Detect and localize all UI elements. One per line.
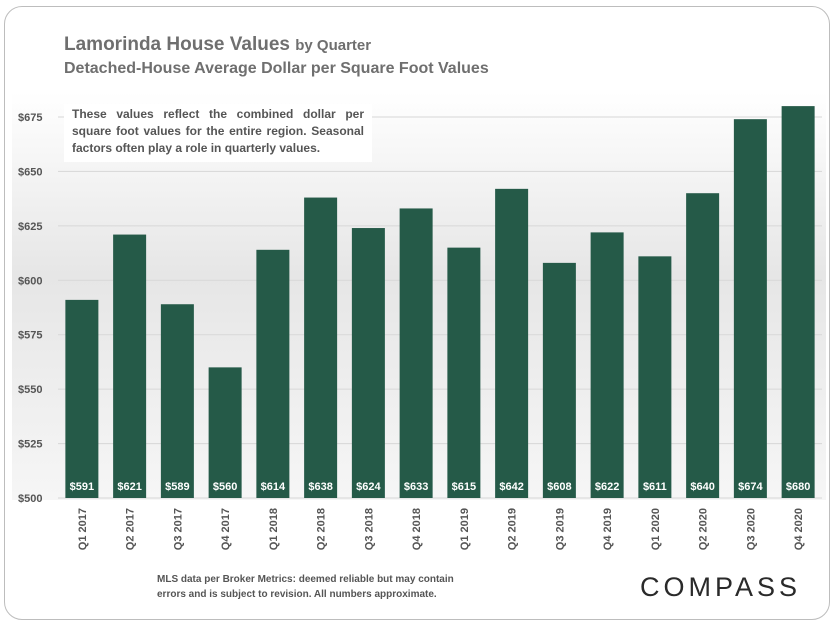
bar — [447, 247, 481, 498]
bars — [65, 106, 815, 499]
y-axis: $500 $525 $550 $575 $600 $625 $650 $675 — [18, 112, 42, 505]
y-tick-label: $600 — [18, 275, 42, 287]
bar-value-label: $622 — [595, 481, 619, 493]
title-main: Lamorinda House Values — [64, 34, 290, 55]
y-tick-label: $650 — [18, 166, 42, 178]
x-tick-label: Q4 2018 — [411, 508, 423, 550]
y-tick-label: $625 — [18, 221, 42, 233]
x-tick-label: Q1 2017 — [77, 508, 89, 550]
footnote-line-1: MLS data per Broker Metrics: deemed reli… — [157, 574, 454, 585]
bar — [208, 367, 242, 498]
compass-logo: COMPASS — [640, 572, 802, 602]
bar — [160, 304, 194, 498]
x-tick-label: Q3 2019 — [554, 508, 566, 550]
bar — [733, 119, 767, 499]
source-footnote: MLS data per Broker Metrics: deemed reli… — [157, 572, 454, 602]
bar — [351, 228, 385, 498]
bar-value-label: $642 — [499, 481, 523, 493]
chart-title: Lamorinda House Values by Quarter — [64, 34, 371, 56]
x-tick-label: Q4 2017 — [220, 508, 232, 550]
x-tick-label: Q2 2018 — [316, 508, 328, 550]
bar — [495, 188, 529, 499]
bar-value-label: $624 — [356, 481, 381, 493]
bar-value-label: $560 — [213, 481, 237, 493]
bar-value-label: $640 — [690, 481, 714, 493]
x-tick-label: Q4 2019 — [602, 508, 614, 550]
x-tick-label: Q3 2020 — [745, 508, 757, 550]
bar-value-label: $611 — [643, 481, 667, 493]
x-axis: Q1 2017 Q2 2017 Q3 2017 Q4 2017 Q1 2018 Q2 20… — [77, 508, 805, 550]
bar — [590, 232, 624, 499]
y-tick-label: $500 — [18, 493, 42, 505]
bar — [542, 262, 576, 498]
bar-value-label: $680 — [786, 481, 810, 493]
y-tick-label: $575 — [18, 330, 42, 342]
bar-value-label: $621 — [117, 481, 141, 493]
x-tick-label: Q4 2020 — [793, 508, 805, 550]
x-tick-label: Q2 2019 — [507, 508, 519, 550]
bar-value-label: $591 — [70, 481, 94, 493]
bar-value-label: $615 — [452, 481, 476, 493]
x-tick-label: Q1 2020 — [650, 508, 662, 550]
bar-value-label: $589 — [165, 481, 189, 493]
x-tick-label: Q2 2017 — [125, 508, 137, 550]
bar — [399, 208, 433, 498]
x-tick-label: Q2 2020 — [698, 508, 710, 550]
bar-value-label: $638 — [308, 481, 332, 493]
bar-value-label: $674 — [738, 481, 763, 493]
y-tick-label: $550 — [18, 384, 42, 396]
y-tick-label: $525 — [18, 439, 42, 451]
x-tick-label: Q3 2018 — [363, 508, 375, 550]
chart-subtitle: Detached-House Average Dollar per Square… — [64, 60, 489, 77]
value-labels: $591 $621 $589 $560 $614 $638 $624 $633 $615 $642… — [70, 481, 811, 493]
bar-value-label: $608 — [547, 481, 571, 493]
bar — [638, 256, 672, 498]
y-tick-label: $675 — [18, 112, 42, 124]
title-suffix: by Quarter — [295, 37, 372, 54]
bar — [304, 197, 338, 498]
bar — [113, 234, 147, 498]
bar-value-label: $614 — [261, 481, 286, 493]
bar — [686, 193, 720, 498]
x-tick-label: Q3 2017 — [172, 508, 184, 550]
bar — [781, 106, 815, 498]
bar — [65, 299, 99, 498]
footnote-line-2: errors and is subject to revision. All n… — [157, 589, 437, 600]
x-tick-label: Q1 2019 — [459, 508, 471, 550]
bar — [256, 249, 290, 498]
x-tick-label: Q1 2018 — [268, 508, 280, 550]
annotation-note: These values reflect the combined dollar… — [64, 104, 372, 162]
bar-value-label: $633 — [404, 481, 428, 493]
